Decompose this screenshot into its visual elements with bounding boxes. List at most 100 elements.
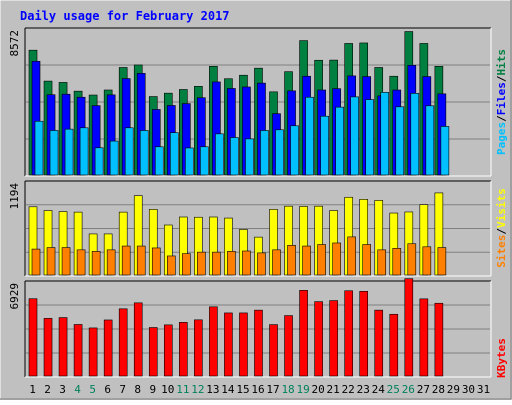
day-label-5: 5 [89, 383, 96, 396]
bar-pages-day-11 [185, 147, 194, 176]
bar-kbytes-day-9 [148, 327, 158, 377]
day-label-20: 20 [312, 383, 325, 396]
bar-kbytes-day-24 [374, 309, 384, 377]
bar-pages-day-17 [275, 129, 284, 176]
bar-pages-day-14 [230, 137, 239, 176]
side-label-bottom: KBytes [495, 338, 508, 378]
bar-sites-day-5 [91, 251, 101, 276]
bar-pages-day-1 [34, 120, 44, 176]
bar-kbytes-day-3 [58, 317, 68, 377]
bar-pages-day-9 [154, 146, 164, 176]
side-label-separator: / [495, 228, 508, 235]
side-label-middle: Sites/Visits [495, 188, 508, 268]
chart-bars [28, 31, 450, 377]
day-label-13: 13 [206, 383, 219, 396]
bar-kbytes-day-20 [314, 301, 323, 377]
panel-bottom-max-label: 6929 [8, 283, 21, 310]
bar-kbytes-day-21 [329, 300, 338, 377]
day-label-23: 23 [357, 383, 370, 396]
bar-kbytes-day-23 [359, 290, 369, 377]
day-label-16: 16 [251, 383, 264, 396]
day-label-31: 31 [477, 383, 490, 396]
side-label-visits: Visits [495, 188, 508, 228]
bar-kbytes-day-25 [389, 313, 399, 377]
bar-pages-day-24 [380, 92, 390, 176]
bar-sites-day-24 [377, 249, 387, 276]
bar-kbytes-day-11 [179, 322, 188, 377]
bar-sites-day-23 [362, 244, 372, 276]
bar-sites-day-4 [76, 249, 86, 276]
bar-sites-day-26 [407, 243, 417, 276]
side-labels: 857211946929Pages/Files/HitsSites/Visits… [8, 30, 508, 378]
day-label-26: 26 [402, 383, 415, 396]
bar-kbytes-day-15 [239, 312, 248, 377]
day-label-24: 24 [372, 383, 386, 396]
bar-kbytes-day-8 [133, 302, 143, 377]
day-label-14: 14 [221, 383, 235, 396]
bar-sites-day-14 [227, 251, 236, 276]
bar-sites-day-25 [392, 248, 402, 276]
bar-kbytes-day-12 [194, 319, 203, 377]
day-label-28: 28 [432, 383, 445, 396]
bar-sites-day-2 [46, 247, 56, 276]
side-label-files: Files [495, 82, 508, 115]
day-label-4: 4 [74, 383, 81, 396]
bar-pages-day-15 [245, 138, 254, 176]
chart-title: Daily usage for February 2017 [20, 9, 230, 23]
bar-kbytes-day-6 [103, 319, 113, 377]
bar-sites-day-8 [136, 245, 146, 276]
bar-pages-day-25 [395, 106, 405, 176]
bar-sites-day-10 [166, 255, 176, 276]
panel-middle-max-label: 1194 [8, 183, 21, 210]
bar-kbytes-day-16 [254, 309, 263, 377]
bar-kbytes-day-26 [404, 278, 414, 377]
bar-kbytes-day-19 [299, 290, 308, 377]
side-label-top: Pages/Files/Hits [495, 49, 508, 155]
side-label-kbytes: KBytes [495, 338, 508, 378]
day-label-2: 2 [44, 383, 51, 396]
day-label-10: 10 [161, 383, 174, 396]
bar-pages-day-26 [410, 93, 420, 176]
bar-sites-day-28 [437, 247, 447, 276]
day-labels: 1 2 3 4 5 6 7 8 9 10 11 12 13 14 15 16 17 18 19 20 21 22 23 24 2… [29, 383, 490, 396]
bar-sites-day-17 [272, 249, 281, 276]
bar-kbytes-day-5 [88, 327, 98, 377]
side-label-hits: Hits [495, 49, 508, 76]
bar-pages-day-22 [350, 96, 359, 176]
day-label-22: 22 [342, 383, 355, 396]
side-label-separator: / [495, 115, 508, 122]
day-label-17: 17 [266, 383, 279, 396]
bar-sites-day-27 [422, 246, 432, 276]
bar-sites-day-12 [197, 251, 206, 276]
bar-pages-day-19 [305, 96, 314, 176]
bar-kbytes-day-22 [344, 290, 353, 377]
side-label-pages: Pages [495, 122, 508, 155]
day-label-11: 11 [176, 383, 189, 396]
bar-sites-day-22 [347, 236, 356, 276]
day-label-9: 9 [149, 383, 156, 396]
bar-pages-day-2 [49, 130, 59, 176]
day-label-30: 30 [462, 383, 475, 396]
day-label-29: 29 [447, 383, 460, 396]
bar-kbytes-day-4 [73, 324, 83, 377]
day-label-12: 12 [191, 383, 204, 396]
bar-kbytes-day-10 [163, 324, 173, 377]
bar-sites-day-3 [61, 247, 71, 276]
bar-pages-day-23 [365, 99, 375, 176]
day-label-27: 27 [417, 383, 430, 396]
day-label-7: 7 [119, 383, 126, 396]
bar-pages-day-21 [335, 106, 344, 176]
bar-pages-day-20 [320, 115, 329, 176]
bar-kbytes-day-17 [269, 324, 278, 377]
day-label-3: 3 [59, 383, 66, 396]
bar-sites-day-21 [332, 242, 341, 276]
bar-sites-day-7 [121, 245, 131, 276]
bar-kbytes-day-2 [43, 318, 53, 377]
bar-sites-day-9 [151, 247, 161, 276]
bar-pages-day-7 [124, 127, 134, 176]
bar-pages-day-6 [109, 140, 119, 176]
bar-pages-day-10 [169, 132, 179, 176]
side-label-separator: / [495, 75, 508, 82]
bar-pages-day-28 [440, 126, 450, 176]
